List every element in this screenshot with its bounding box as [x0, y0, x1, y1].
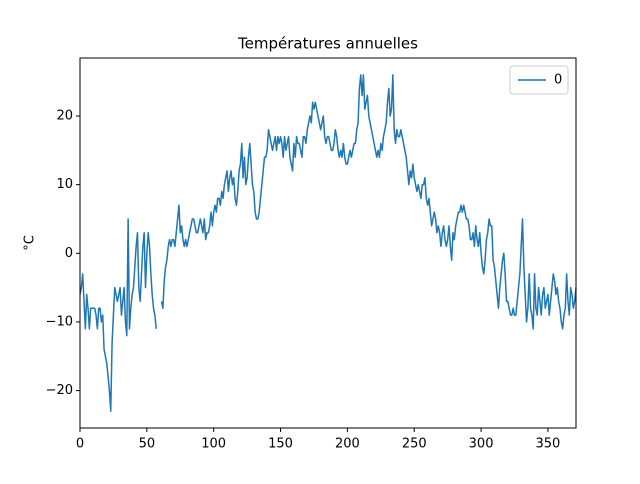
x-tick-label: 50 — [139, 437, 156, 452]
data-line — [79, 74, 577, 412]
legend-label: 0 — [554, 73, 562, 88]
x-tick-label: 300 — [469, 437, 494, 452]
y-tick-label: 10 — [56, 177, 73, 192]
x-tick-label: 250 — [402, 437, 427, 452]
x-tick-label: 350 — [536, 437, 561, 452]
y-tick-label: −10 — [46, 314, 73, 329]
chart-title: Températures annuelles — [237, 35, 418, 53]
y-axis-label: °C — [23, 235, 38, 251]
x-tick-label: 150 — [268, 437, 293, 452]
y-tick-label: −20 — [46, 383, 73, 398]
x-tick-label: 100 — [201, 437, 226, 452]
x-tick-label: 200 — [335, 437, 360, 452]
x-tick-label: 0 — [76, 437, 84, 452]
y-tick-label: 0 — [65, 246, 73, 261]
y-tick-label: 20 — [56, 109, 73, 124]
plot-frame — [79, 57, 577, 429]
